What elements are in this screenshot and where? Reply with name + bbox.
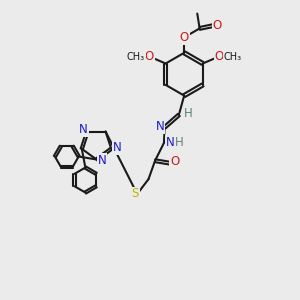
Text: S: S bbox=[132, 188, 139, 200]
Text: H: H bbox=[184, 107, 193, 120]
Text: CH₃: CH₃ bbox=[127, 52, 145, 62]
Text: N: N bbox=[166, 136, 175, 149]
Text: N: N bbox=[79, 123, 88, 136]
Text: O: O bbox=[144, 50, 154, 64]
Text: O: O bbox=[170, 155, 179, 168]
Text: H: H bbox=[175, 136, 183, 149]
Text: N: N bbox=[113, 141, 122, 154]
Text: O: O bbox=[215, 50, 224, 64]
Text: O: O bbox=[180, 31, 189, 44]
Text: N: N bbox=[155, 120, 164, 133]
Text: CH₃: CH₃ bbox=[224, 52, 242, 62]
Text: N: N bbox=[98, 154, 106, 167]
Text: O: O bbox=[213, 19, 222, 32]
